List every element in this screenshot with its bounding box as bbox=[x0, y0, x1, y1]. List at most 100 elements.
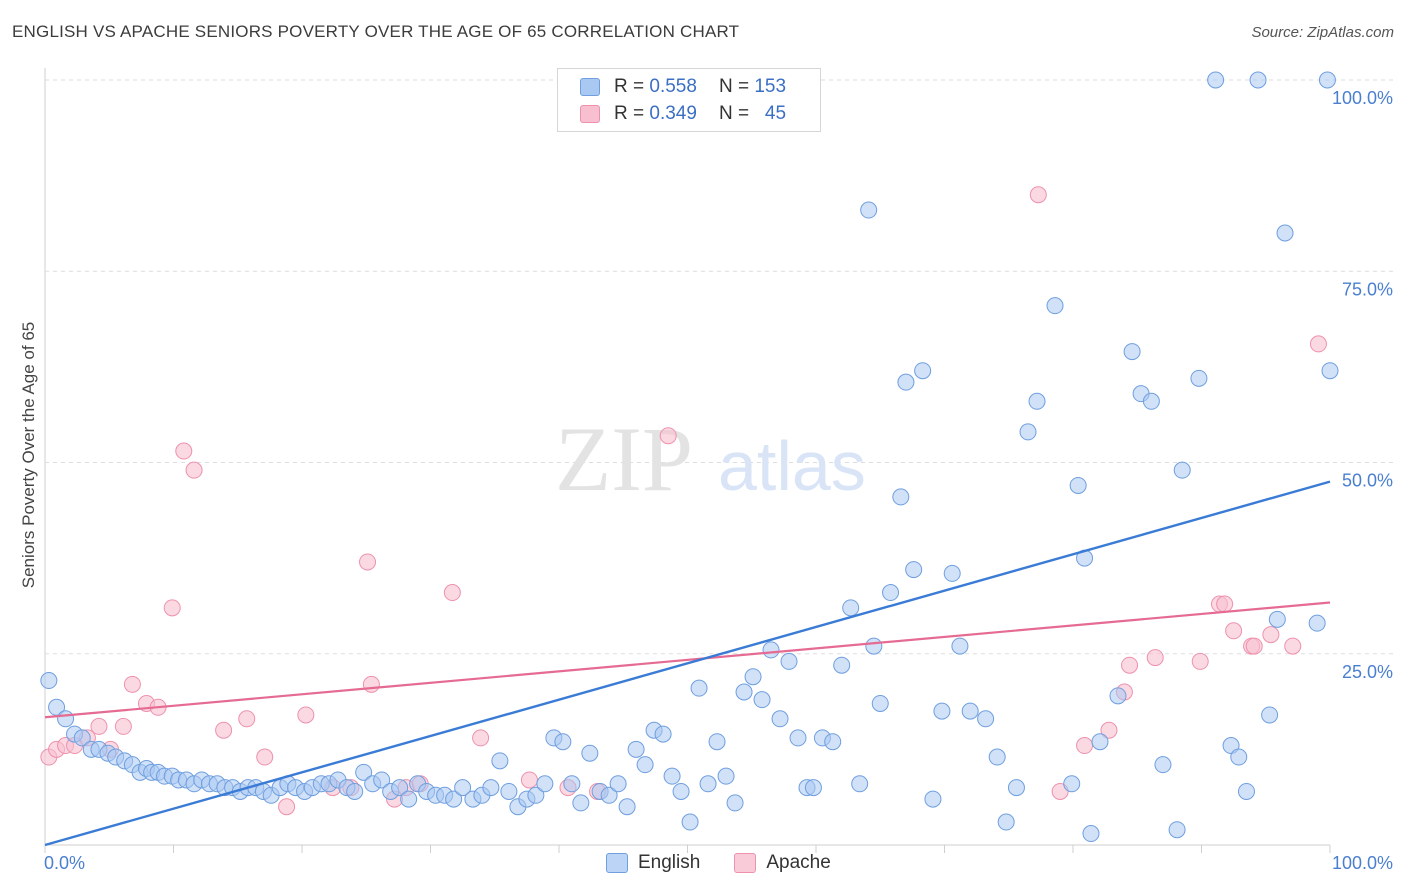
english-point-107 bbox=[951, 637, 969, 655]
tick-labels: 25.0% 50.0% 75.0% 100.0% 0.0% 100.0% bbox=[44, 88, 1393, 873]
apache-point-8 bbox=[123, 675, 141, 693]
english-point-103 bbox=[914, 362, 932, 380]
english-point-116 bbox=[1063, 775, 1081, 793]
series-legend-apache[interactable]: Apache bbox=[734, 852, 831, 874]
english-point-98 bbox=[871, 694, 889, 712]
english-point-60 bbox=[536, 775, 554, 793]
english-point-124 bbox=[1142, 392, 1160, 410]
english-point-139 bbox=[1321, 362, 1339, 380]
english-point-126 bbox=[1168, 821, 1186, 839]
legend-r-label-english: R = bbox=[614, 76, 645, 97]
y-axis-label: Seniors Poverty Over the Age of 65 bbox=[19, 322, 38, 588]
watermark-zip: ZIP bbox=[555, 408, 693, 510]
english-point-136 bbox=[1276, 224, 1294, 242]
english-point-110 bbox=[988, 748, 1006, 766]
legend-row-english: R = 0.558 N = 153 bbox=[580, 75, 786, 99]
english-point-40 bbox=[355, 763, 373, 781]
x-tick-label-1: 100.0% bbox=[1332, 853, 1393, 873]
apache-point-28 bbox=[520, 771, 538, 789]
apache-point-38 bbox=[1146, 649, 1164, 667]
english-point-101 bbox=[897, 373, 915, 391]
watermark: ZIP atlas bbox=[555, 408, 866, 510]
english-point-105 bbox=[933, 702, 951, 720]
y-tick-label-0: 25.0% bbox=[1342, 662, 1393, 682]
y-tick-label-1: 50.0% bbox=[1342, 471, 1393, 491]
legend-n-value-english: 153 bbox=[754, 76, 787, 97]
english-point-122 bbox=[1123, 343, 1141, 361]
apache-point-14 bbox=[215, 721, 233, 739]
y-tick-label-3: 100.0% bbox=[1332, 88, 1393, 108]
legend-swatch-apache bbox=[580, 105, 600, 123]
y-tick-label-2: 75.0% bbox=[1342, 279, 1393, 299]
english-point-87 bbox=[780, 652, 798, 670]
english-point-65 bbox=[581, 744, 599, 762]
x-tick-label-0: 0.0% bbox=[44, 853, 85, 873]
english-point-112 bbox=[1007, 779, 1025, 797]
english-point-88 bbox=[789, 729, 807, 747]
english-point-96 bbox=[860, 201, 878, 219]
english-point-114 bbox=[1028, 392, 1046, 410]
apache-point-13 bbox=[185, 461, 203, 479]
english-point-137 bbox=[1308, 614, 1326, 632]
english-point-83 bbox=[744, 668, 762, 686]
apache-point-34 bbox=[1076, 737, 1094, 755]
english-point-81 bbox=[726, 794, 744, 812]
apache-point-12 bbox=[175, 442, 193, 460]
apache-trend-line bbox=[44, 601, 1331, 719]
apache-point-45 bbox=[1262, 626, 1280, 644]
english-point-62 bbox=[554, 733, 572, 751]
english-point-117 bbox=[1069, 476, 1087, 494]
english-point-86 bbox=[771, 710, 789, 728]
english-point-64 bbox=[572, 794, 590, 812]
chart-title: ENGLISH VS APACHE SENIORS POVERTY OVER T… bbox=[12, 22, 740, 41]
apache-point-22 bbox=[362, 675, 380, 693]
english-point-106 bbox=[943, 564, 961, 582]
apache-point-46 bbox=[1284, 637, 1302, 655]
english-point-51 bbox=[454, 779, 472, 797]
english-point-55 bbox=[491, 752, 509, 770]
english-point-109 bbox=[977, 710, 995, 728]
english-point-93 bbox=[833, 656, 851, 674]
english-point-127 bbox=[1173, 461, 1191, 479]
english-point-82 bbox=[735, 683, 753, 701]
english-point-2 bbox=[57, 710, 75, 728]
series-legend-english[interactable]: English bbox=[606, 852, 700, 874]
legend-r-value-apache: 0.349 bbox=[649, 103, 697, 124]
series-name-apache: Apache bbox=[766, 852, 831, 873]
series-name-english: English bbox=[638, 852, 701, 873]
english-point-54 bbox=[482, 779, 500, 797]
legend-n-label-apache: N = bbox=[718, 103, 750, 124]
apache-point-37 bbox=[1121, 656, 1139, 674]
english-point-99 bbox=[882, 584, 900, 602]
legend-n-value-apache: 45 bbox=[764, 103, 787, 124]
english-point-138 bbox=[1318, 71, 1336, 89]
apache-point-32 bbox=[1029, 186, 1047, 204]
apache-point-26 bbox=[443, 584, 461, 602]
english-point-90 bbox=[804, 779, 822, 797]
english-point-56 bbox=[500, 782, 518, 800]
english-point-108 bbox=[961, 702, 979, 720]
english-point-39 bbox=[346, 782, 364, 800]
series-swatch-english bbox=[606, 853, 628, 873]
english-point-67 bbox=[600, 786, 618, 804]
english-point-84 bbox=[753, 691, 771, 709]
english-point-68 bbox=[609, 775, 627, 793]
english-point-42 bbox=[373, 771, 391, 789]
english-point-97 bbox=[865, 637, 883, 655]
series-swatch-apache bbox=[734, 853, 757, 873]
english-point-63 bbox=[563, 775, 581, 793]
english-point-78 bbox=[699, 775, 717, 793]
english-point-59 bbox=[527, 786, 545, 804]
apache-point-21 bbox=[359, 553, 377, 571]
english-point-74 bbox=[663, 767, 681, 785]
english-point-104 bbox=[924, 790, 942, 808]
english-point-115 bbox=[1046, 297, 1064, 315]
english-point-69 bbox=[618, 798, 636, 816]
legend-r-label-apache: R = bbox=[614, 103, 645, 124]
apache-point-17 bbox=[278, 798, 296, 816]
apache-point-18 bbox=[297, 706, 315, 724]
apache-point-15 bbox=[238, 710, 256, 728]
english-point-76 bbox=[681, 813, 699, 831]
english-point-133 bbox=[1249, 71, 1267, 89]
